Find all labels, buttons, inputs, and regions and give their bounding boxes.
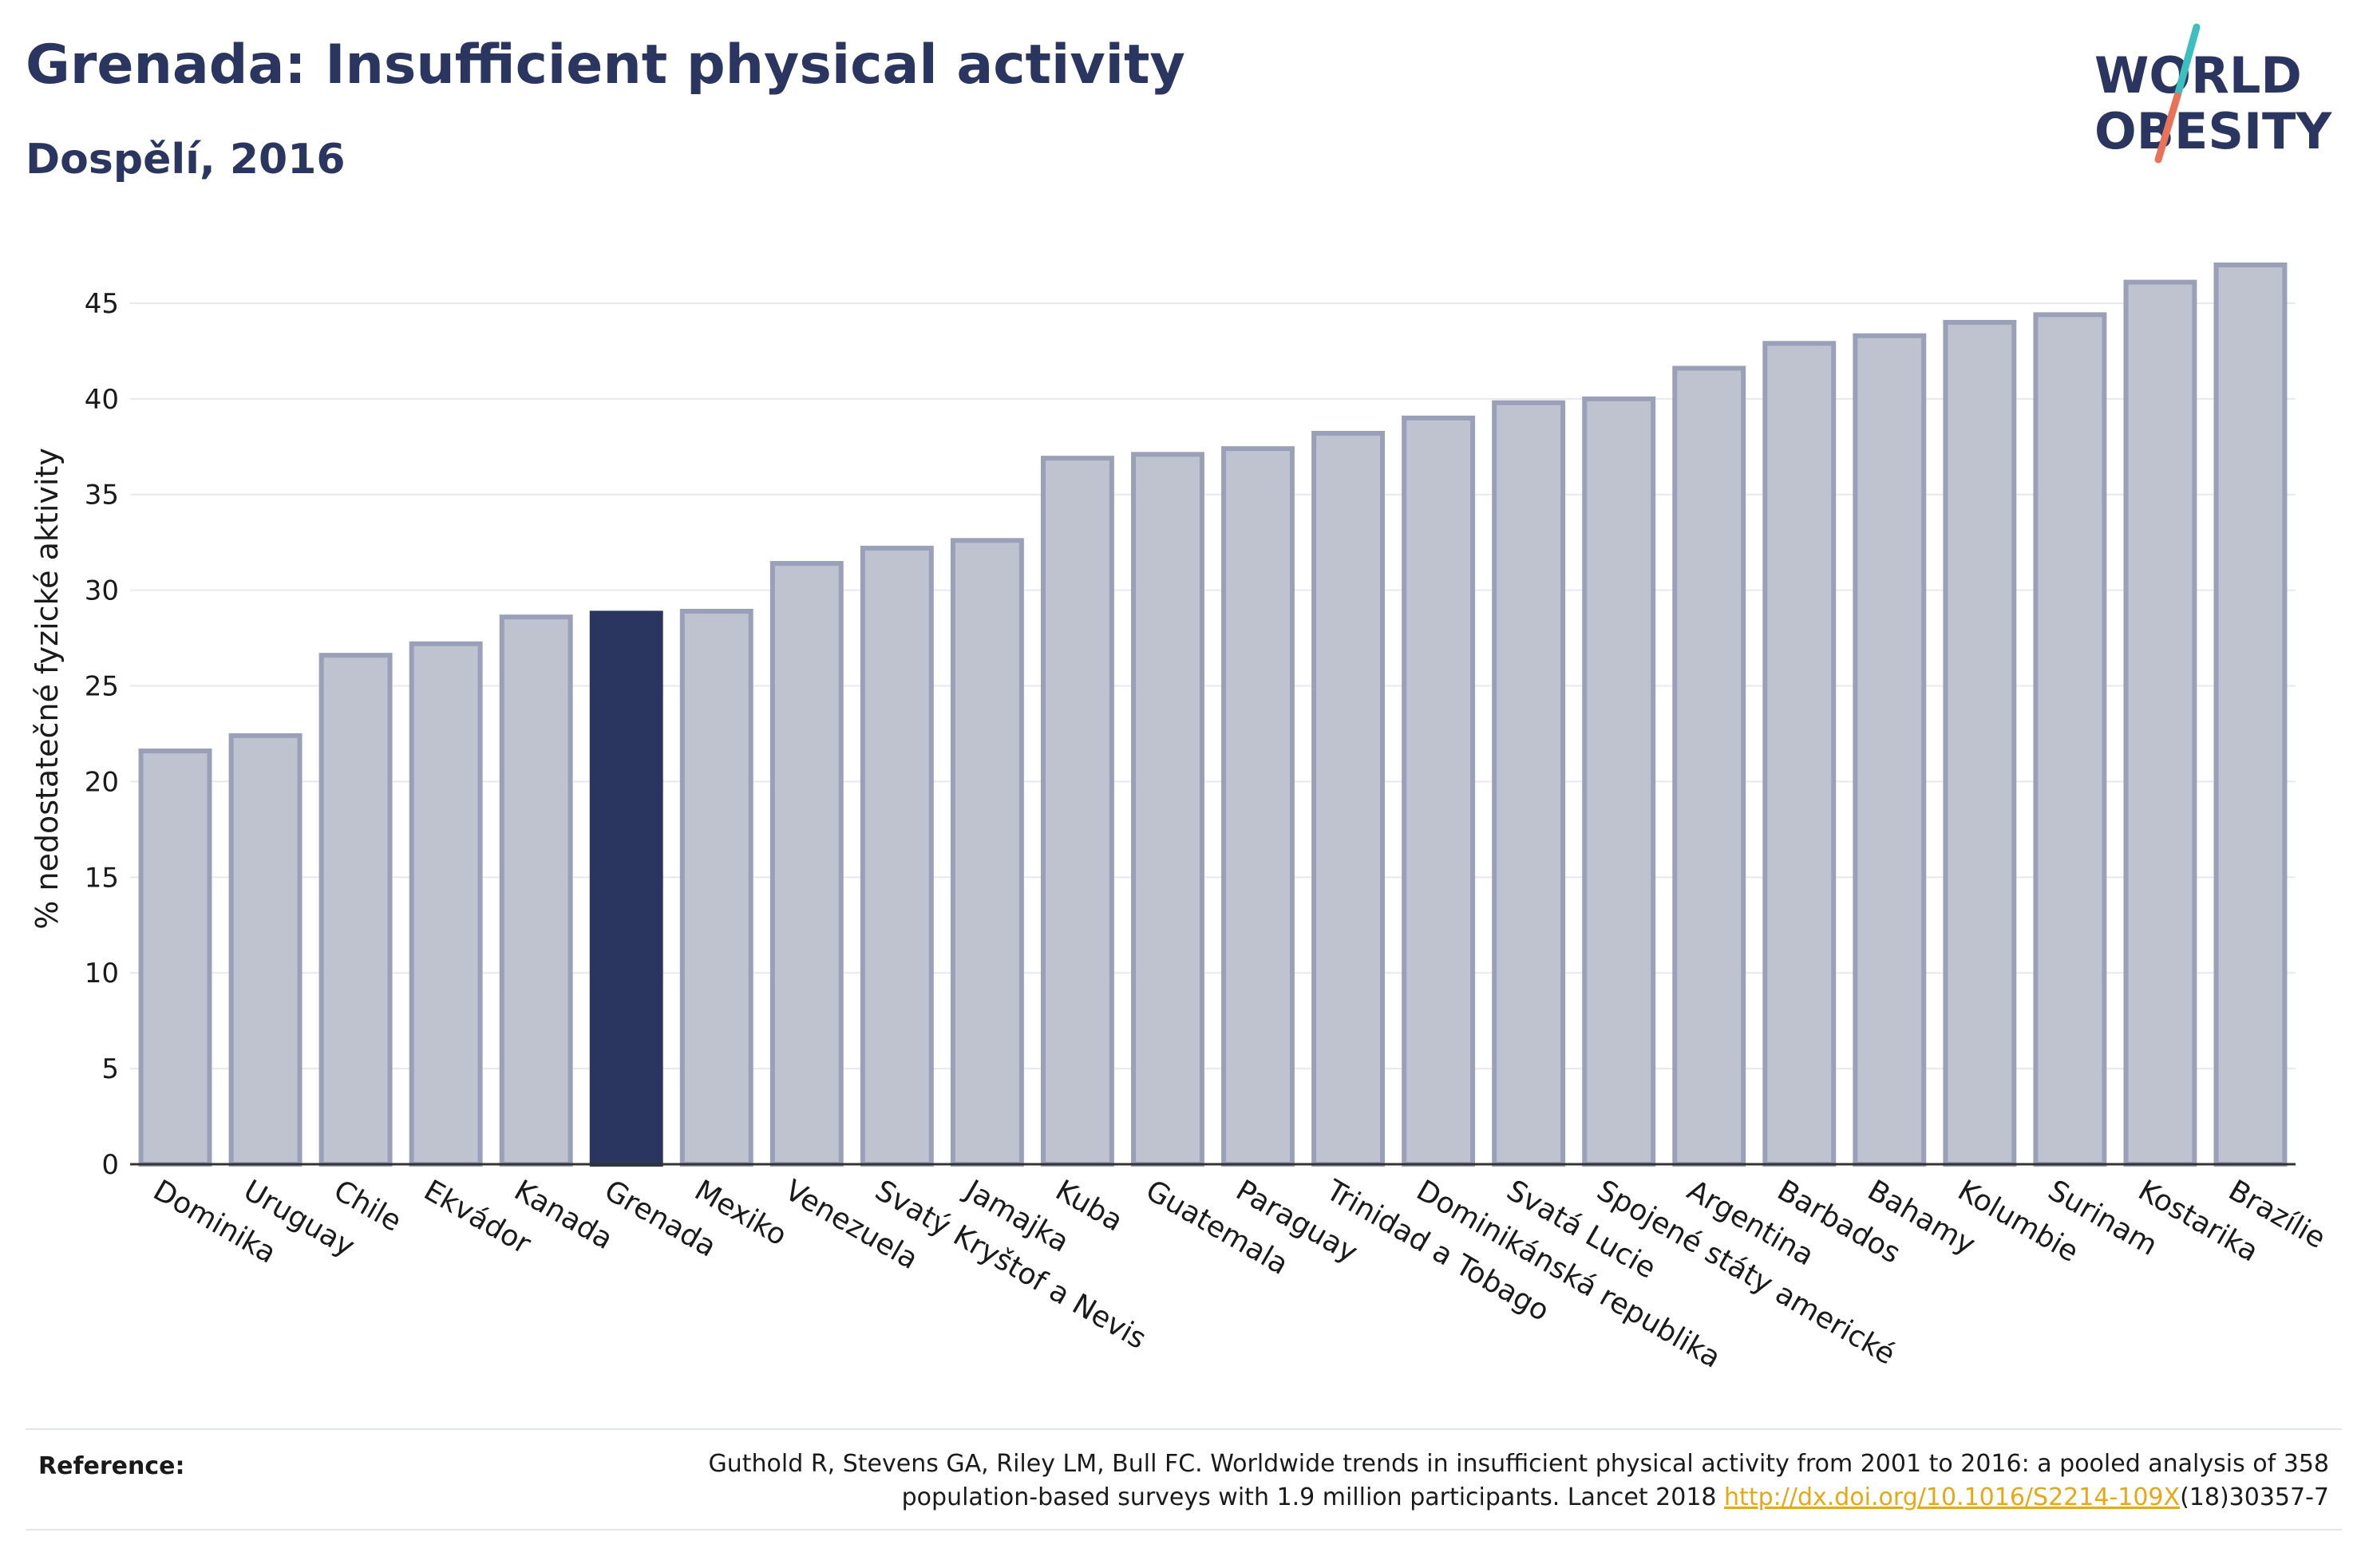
bar-svatá-lucie — [1492, 400, 1566, 1167]
logo-slash-top — [2173, 23, 2201, 100]
bar-uruguay — [228, 733, 303, 1167]
y-tick-label: 0 — [101, 1149, 119, 1181]
y-tick-label: 15 — [85, 862, 119, 894]
bar-kanada — [499, 614, 573, 1167]
logo-slash-bottom — [2154, 92, 2181, 164]
bar-venezuela — [769, 561, 844, 1167]
reference-footer: Reference: Guthold R, Stevens GA, Riley … — [26, 1428, 2342, 1530]
reference-text-line2: population-based surveys with 1.9 millio… — [901, 1483, 1725, 1511]
y-tick-label: 10 — [85, 958, 119, 989]
bar-dominika — [138, 748, 212, 1167]
y-tick-labels: 0 5 10 15 20 25 30 35 40 45 — [85, 288, 119, 1181]
bars — [138, 262, 2288, 1167]
bar-dominikánská-republika — [1402, 415, 1476, 1167]
reference-label: Reference: — [38, 1452, 185, 1480]
bar-surinam — [2033, 312, 2107, 1167]
bar-kolumbie — [1943, 319, 2017, 1167]
logo-text-line2: OBESITY — [2094, 102, 2332, 160]
bar-barbados — [1762, 341, 1837, 1167]
bar-kostarika — [2123, 279, 2197, 1167]
y-tick-label: 30 — [85, 575, 119, 607]
y-tick-label: 40 — [85, 384, 119, 416]
reference-text-line1: Guthold R, Stevens GA, Riley LM, Bull FC… — [708, 1450, 2329, 1478]
bar-bahamy — [1853, 333, 1927, 1167]
chart-title: Grenada: Insufficient physical activity — [26, 34, 1185, 97]
bar-mexiko — [679, 609, 753, 1167]
bar-chile — [318, 653, 393, 1167]
y-axis-label: % nedostatečné fyzické aktivity — [30, 448, 65, 930]
y-tick-label: 35 — [85, 480, 119, 511]
chart-subtitle: Dospělí, 2016 — [26, 136, 346, 184]
bar-argentina — [1672, 365, 1746, 1167]
reference-doi-link[interactable]: http://dx.doi.org/10.1016/S2214-109X — [1724, 1483, 2181, 1511]
bar-guatemala — [1131, 452, 1204, 1167]
y-tick-label: 5 — [101, 1053, 119, 1085]
y-tick-label: 45 — [85, 288, 119, 320]
bar-trinidad-a-tobago — [1311, 431, 1386, 1167]
bar-brazílie — [2213, 262, 2288, 1167]
bar-kuba — [1040, 456, 1114, 1167]
bar-ekvádor — [409, 641, 483, 1167]
y-tick-label: 20 — [85, 766, 119, 798]
y-tick-label: 25 — [85, 671, 119, 703]
world-obesity-logo: WORLD OBESITY — [2094, 23, 2332, 164]
bar-spojené-státy-americké — [1582, 396, 1656, 1167]
bar-paraguay — [1221, 446, 1295, 1167]
bar-svatý-kryštof-a-nevis — [860, 545, 934, 1167]
reference-text: Guthold R, Stevens GA, Riley LM, Bull FC… — [493, 1448, 2329, 1515]
bar-jamajka — [950, 538, 1024, 1167]
logo-text-line1: WORLD — [2094, 46, 2302, 105]
bar-grenada — [589, 610, 663, 1167]
reference-text-suffix: (18)30357-7 — [2180, 1483, 2329, 1511]
